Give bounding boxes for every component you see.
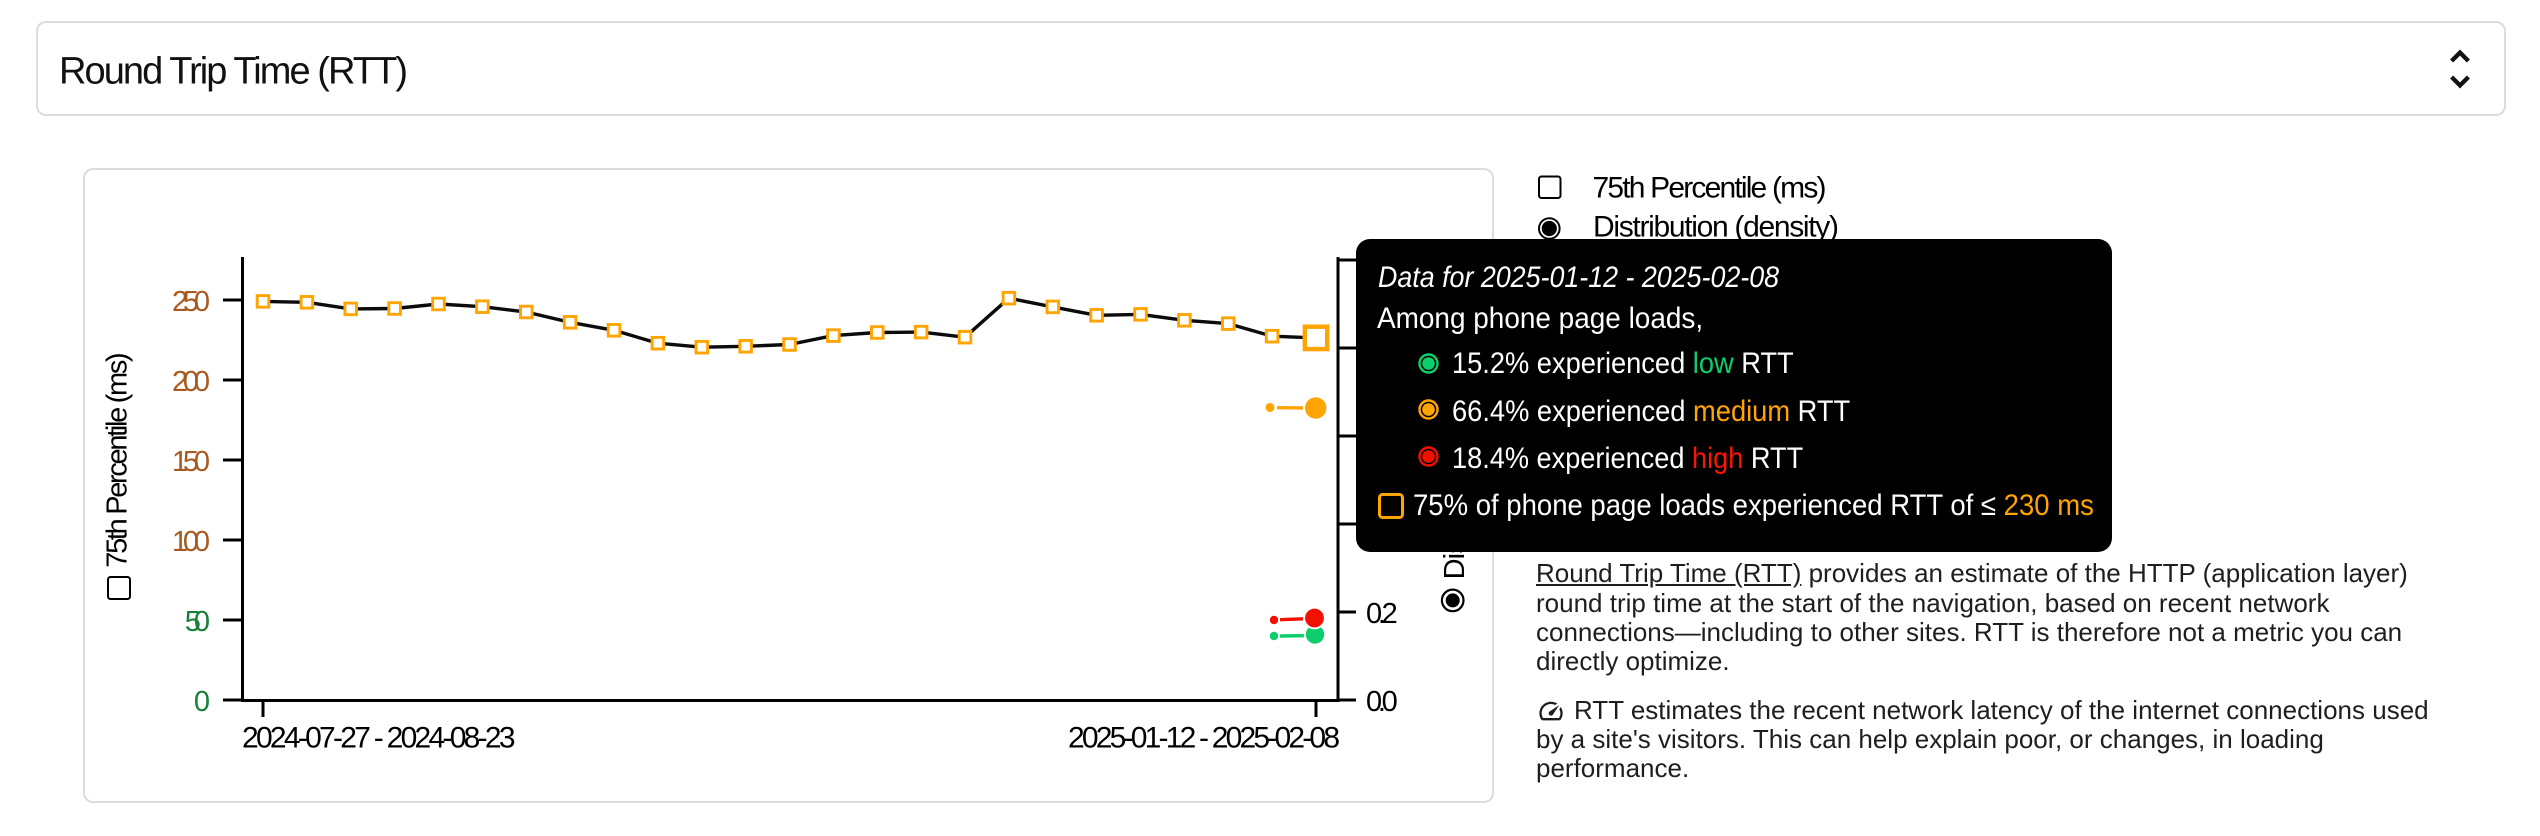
svg-text:50: 50: [185, 606, 210, 638]
svg-text:Round Trip Time (RTT): Round Trip Time (RTT): [59, 51, 408, 93]
svg-text:0.2: 0.2: [1366, 598, 1398, 630]
svg-text:0.0: 0.0: [1366, 686, 1398, 718]
svg-text:75th Percentile (ms): 75th Percentile (ms): [1593, 172, 1827, 205]
svg-text:2025-01-12 - 2025-02-08: 2025-01-12 - 2025-02-08: [1068, 722, 1340, 755]
svg-text:100: 100: [172, 526, 210, 558]
svg-text:250: 250: [172, 286, 210, 318]
svg-text:200: 200: [172, 366, 210, 398]
svg-text:75th Percentile (ms): 75th Percentile (ms): [102, 352, 134, 567]
svg-text:150: 150: [172, 446, 210, 478]
svg-text:2024-07-27 - 2024-08-23: 2024-07-27 - 2024-08-23: [242, 722, 516, 755]
svg-text:0: 0: [194, 686, 210, 718]
svg-text:Distribution (density): Distribution (density): [1593, 211, 1839, 244]
